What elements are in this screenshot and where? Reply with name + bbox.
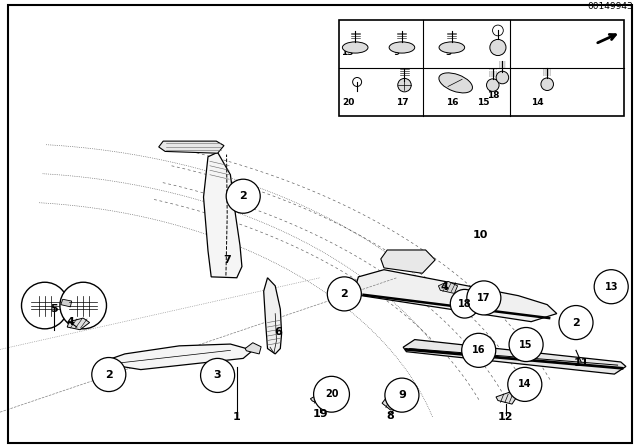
- Text: 1: 1: [233, 412, 241, 422]
- Circle shape: [398, 78, 412, 92]
- Circle shape: [486, 79, 499, 91]
- Text: 17: 17: [477, 293, 491, 303]
- Circle shape: [226, 179, 260, 213]
- Text: 2: 2: [340, 289, 348, 299]
- Circle shape: [461, 333, 496, 367]
- Circle shape: [22, 282, 68, 329]
- Ellipse shape: [439, 73, 472, 93]
- Text: 7: 7: [223, 255, 231, 265]
- Text: 2: 2: [239, 191, 247, 201]
- Polygon shape: [355, 270, 557, 322]
- Text: 6: 6: [275, 327, 282, 336]
- Text: 8: 8: [387, 411, 394, 421]
- Text: 10: 10: [472, 230, 488, 240]
- Text: 14: 14: [531, 98, 544, 107]
- Circle shape: [559, 306, 593, 340]
- Circle shape: [541, 78, 554, 90]
- Polygon shape: [67, 318, 90, 330]
- Ellipse shape: [389, 42, 415, 53]
- Polygon shape: [382, 395, 408, 410]
- Circle shape: [314, 376, 349, 412]
- Text: 9: 9: [398, 390, 406, 400]
- Text: 20: 20: [342, 98, 355, 107]
- Text: 18: 18: [486, 91, 499, 100]
- Text: 3: 3: [214, 370, 221, 380]
- Circle shape: [200, 358, 235, 392]
- Polygon shape: [61, 299, 72, 307]
- Circle shape: [451, 289, 479, 318]
- Polygon shape: [381, 250, 435, 273]
- Ellipse shape: [439, 42, 465, 53]
- Text: 16: 16: [472, 345, 486, 355]
- Circle shape: [508, 367, 542, 401]
- Text: 19: 19: [312, 409, 328, 419]
- Text: 12: 12: [498, 412, 513, 422]
- Text: 14: 14: [518, 379, 532, 389]
- Polygon shape: [99, 344, 253, 370]
- Circle shape: [467, 281, 501, 315]
- Text: 11: 11: [573, 358, 589, 368]
- Circle shape: [327, 277, 362, 311]
- Circle shape: [385, 378, 419, 412]
- Text: 2: 2: [572, 318, 580, 327]
- Text: 4: 4: [67, 317, 74, 327]
- Polygon shape: [264, 278, 282, 354]
- Text: 20: 20: [324, 389, 339, 399]
- Ellipse shape: [342, 42, 368, 53]
- Circle shape: [509, 327, 543, 362]
- Polygon shape: [159, 141, 224, 153]
- Polygon shape: [245, 343, 261, 354]
- Circle shape: [594, 270, 628, 304]
- Text: 13: 13: [604, 282, 618, 292]
- Polygon shape: [403, 340, 626, 374]
- Text: 9: 9: [394, 48, 400, 57]
- Polygon shape: [310, 393, 326, 405]
- Text: 2: 2: [105, 370, 113, 379]
- Text: 5: 5: [51, 304, 58, 314]
- Circle shape: [490, 39, 506, 56]
- Text: 18: 18: [458, 299, 472, 309]
- Text: 00149943: 00149943: [588, 2, 634, 11]
- Text: 16: 16: [445, 98, 458, 107]
- Bar: [339, 20, 624, 116]
- Polygon shape: [438, 281, 458, 293]
- Polygon shape: [496, 392, 517, 404]
- Circle shape: [496, 71, 509, 84]
- Polygon shape: [204, 152, 242, 278]
- Text: 15: 15: [519, 340, 533, 349]
- Circle shape: [60, 282, 106, 329]
- Text: 4: 4: [441, 282, 449, 292]
- Text: 15: 15: [477, 98, 490, 107]
- Text: 3: 3: [445, 48, 451, 57]
- Text: 17: 17: [396, 98, 408, 107]
- Circle shape: [92, 358, 126, 392]
- Text: 2: 2: [493, 48, 499, 57]
- Text: 13: 13: [340, 48, 353, 57]
